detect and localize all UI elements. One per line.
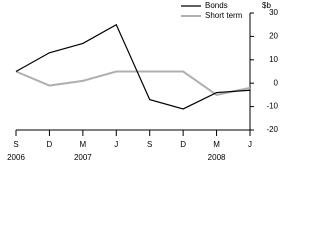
x-tick-label: S [13,140,18,149]
x-tick-label: M [80,140,87,149]
y-tick-label: 20 [269,32,278,41]
x-tick-label: D [180,140,186,149]
x-tick-label: D [47,140,53,149]
y-axis-label: $b [262,1,271,10]
y-tick-label: 30 [269,8,278,17]
x-tick-label: M [213,140,220,149]
chart: $b -20 -10 0 10 20 30 S 2006 D M 2007 J S D M 2008 J Bond… [7,1,279,162]
series-line [15,23,251,110]
year-label: 2007 [74,153,92,162]
y-tick-label: -20 [266,125,278,134]
y-tick-label: 0 [274,78,279,87]
y-tick-label: -10 [266,102,278,111]
legend-label: Short term [205,11,243,20]
series-line [15,70,251,96]
legend-label: Bonds [205,1,228,10]
year-label: 2006 [7,153,25,162]
year-label: 2008 [208,153,226,162]
x-tick-label: S [147,140,152,149]
y-tick-label: 10 [269,55,278,64]
x-tick-label: J [114,140,118,149]
x-tick-label: J [248,140,252,149]
